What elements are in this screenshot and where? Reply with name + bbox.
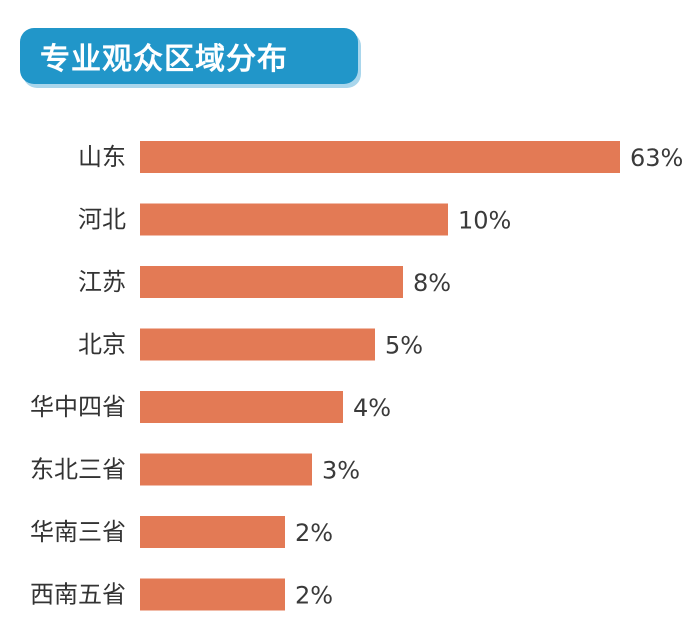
value-label: 63% <box>630 144 683 172</box>
value-label: 10% <box>458 207 511 235</box>
chart-title-banner: 专业观众区域分布 <box>20 28 358 84</box>
category-label: 北京 <box>78 331 126 359</box>
category-label: 华中四省 <box>30 393 126 421</box>
category-label: 江苏 <box>78 268 126 296</box>
bar <box>140 453 312 486</box>
category-label: 西南五省 <box>30 581 126 609</box>
value-label: 4% <box>353 394 391 422</box>
category-label: 华南三省 <box>30 518 126 546</box>
category-label: 河北 <box>78 206 126 234</box>
bar <box>140 516 285 548</box>
value-label: 2% <box>295 519 333 547</box>
category-label: 山东 <box>78 143 126 171</box>
value-label: 5% <box>385 332 423 360</box>
bar <box>140 328 375 361</box>
bar <box>140 578 285 611</box>
chart-title: 专业观众区域分布 <box>40 42 288 77</box>
bar <box>140 391 343 423</box>
bar <box>140 203 448 236</box>
bar <box>140 266 403 298</box>
bar <box>140 141 620 173</box>
value-label: 2% <box>295 582 333 610</box>
value-label: 8% <box>413 269 451 297</box>
category-label: 东北三省 <box>30 456 126 484</box>
value-label: 3% <box>322 457 360 485</box>
